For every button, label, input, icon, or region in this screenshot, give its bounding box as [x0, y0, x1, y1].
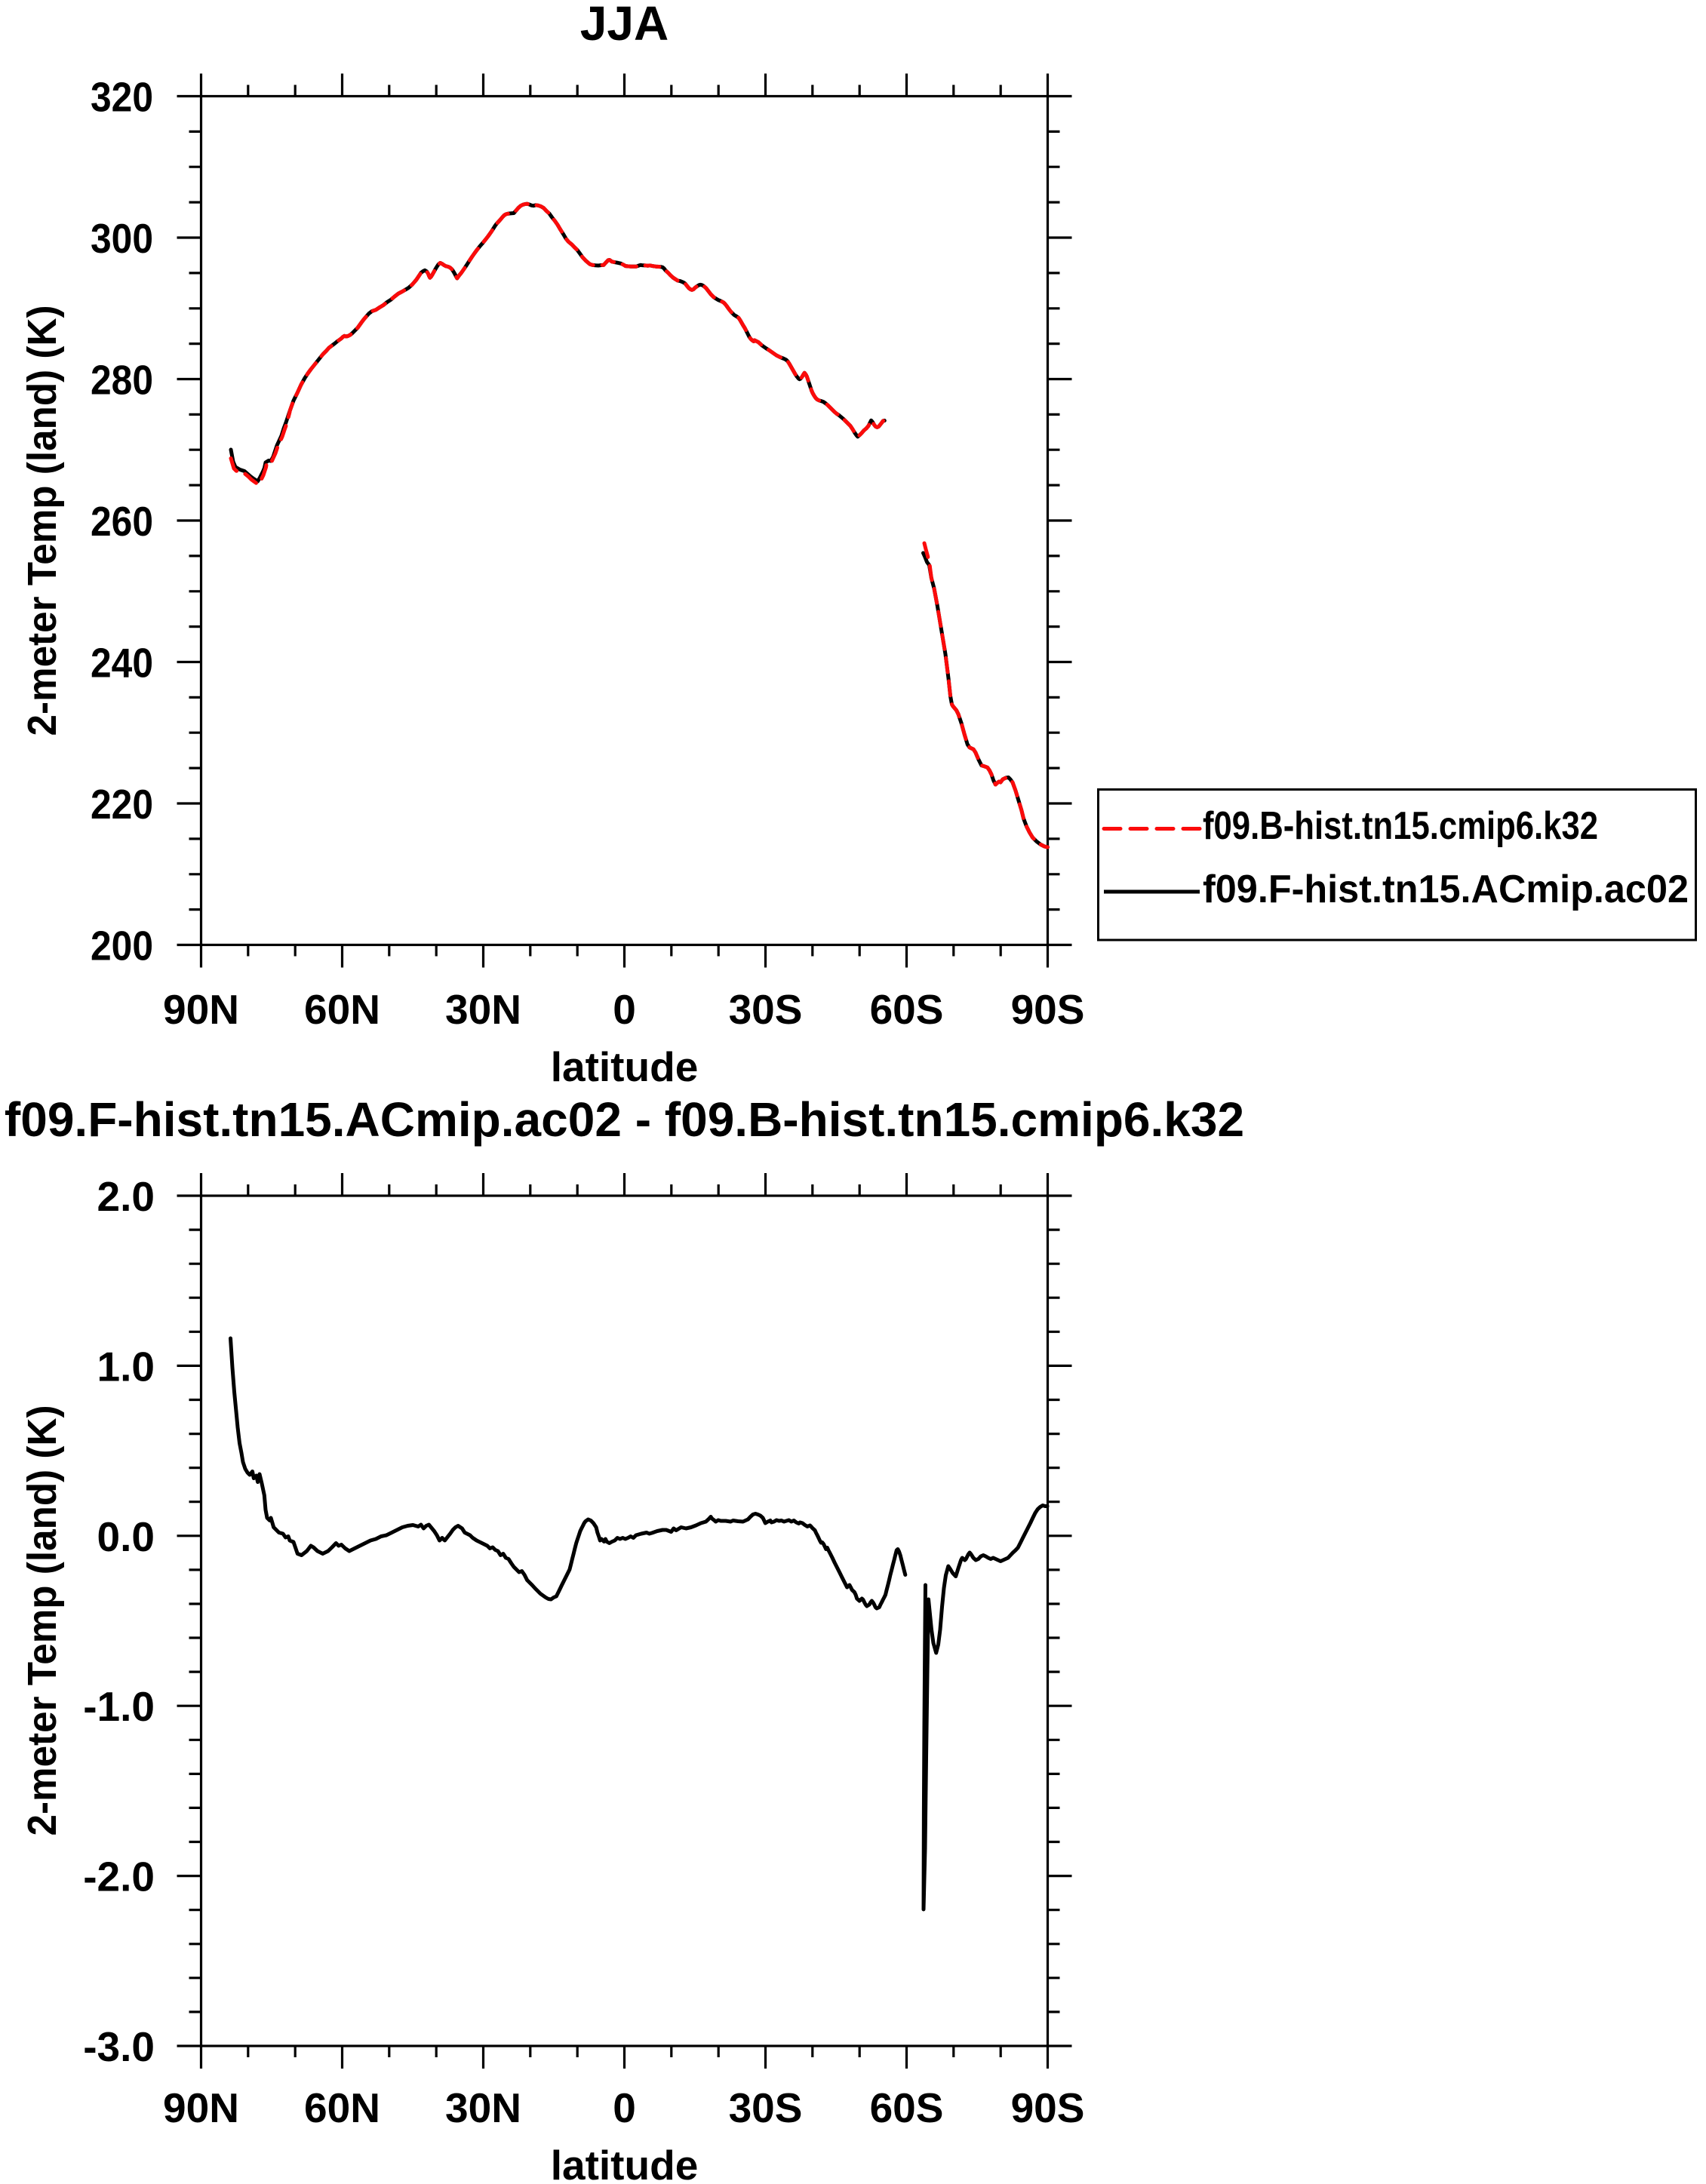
svg-text:latitude: latitude — [551, 1043, 699, 1090]
svg-text:2.0: 2.0 — [97, 1173, 155, 1220]
svg-text:30N: 30N — [445, 986, 521, 1033]
svg-text:60S: 60S — [870, 2084, 944, 2131]
svg-text:90S: 90S — [1011, 2084, 1085, 2131]
svg-text:320: 320 — [91, 74, 153, 121]
svg-text:90N: 90N — [163, 2084, 239, 2131]
svg-text:200: 200 — [91, 923, 153, 969]
svg-text:300: 300 — [91, 215, 153, 262]
svg-text:60N: 60N — [304, 2084, 380, 2131]
svg-text:240: 240 — [91, 640, 153, 687]
svg-text:60N: 60N — [304, 986, 380, 1033]
svg-text:30S: 30S — [729, 2084, 803, 2131]
svg-text:30S: 30S — [729, 986, 803, 1033]
svg-text:1.0: 1.0 — [97, 1343, 155, 1390]
svg-text:2-meter Temp (land) (K): 2-meter Temp (land) (K) — [20, 1405, 65, 1836]
svg-text:JJA: JJA — [580, 0, 669, 51]
svg-text:90S: 90S — [1011, 986, 1085, 1033]
svg-text:f09.B-hist.tn15.cmip6.k32: f09.B-hist.tn15.cmip6.k32 — [1203, 804, 1598, 848]
svg-text:latitude: latitude — [551, 2142, 699, 2184]
svg-text:-2.0: -2.0 — [83, 1854, 155, 1900]
svg-text:60S: 60S — [870, 986, 944, 1033]
svg-text:280: 280 — [91, 357, 153, 404]
svg-text:260: 260 — [91, 498, 153, 545]
svg-text:30N: 30N — [445, 2084, 521, 2131]
svg-text:0: 0 — [613, 986, 636, 1033]
svg-text:90N: 90N — [163, 986, 239, 1033]
svg-text:0: 0 — [613, 2084, 636, 2131]
svg-text:f09.F-hist.tn15.ACmip.ac02: f09.F-hist.tn15.ACmip.ac02 — [1203, 868, 1689, 911]
svg-text:-3.0: -3.0 — [83, 2023, 155, 2070]
svg-text:2-meter Temp (land) (K): 2-meter Temp (land) (K) — [20, 306, 65, 736]
svg-text:-1.0: -1.0 — [83, 1683, 155, 1730]
svg-text:0.0: 0.0 — [97, 1513, 155, 1560]
svg-text:220: 220 — [91, 781, 153, 828]
svg-text:f09.F-hist.tn15.ACmip.ac02 - f: f09.F-hist.tn15.ACmip.ac02 - f09.B-hist.… — [5, 1092, 1244, 1147]
